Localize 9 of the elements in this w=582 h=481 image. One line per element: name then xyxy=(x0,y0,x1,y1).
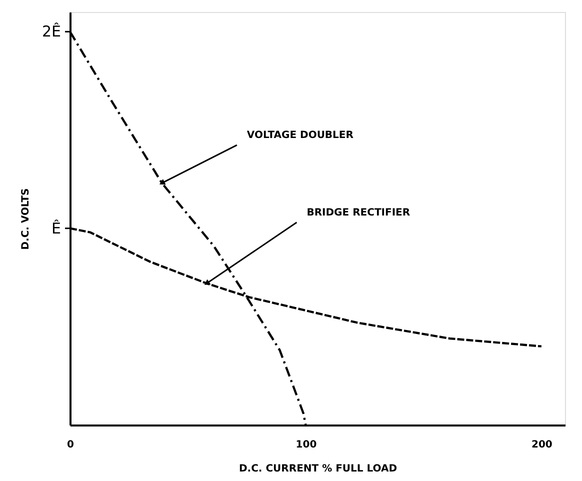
x-tick-label: 200 xyxy=(531,440,552,450)
x-tick-label: 0 xyxy=(67,440,74,450)
annotation: 2Ê xyxy=(42,22,61,41)
annotation: Ê xyxy=(52,219,61,238)
x-axis-title: D.C. CURRENT % FULL LOAD xyxy=(238,464,398,474)
annotation: VOLTAGE DOUBLER xyxy=(246,130,354,142)
x-tick-label: 100 xyxy=(296,440,317,450)
annotation: BRIDGE RECTIFIER xyxy=(306,207,410,218)
y-axis-title: D.C. VOLTS xyxy=(20,188,32,250)
